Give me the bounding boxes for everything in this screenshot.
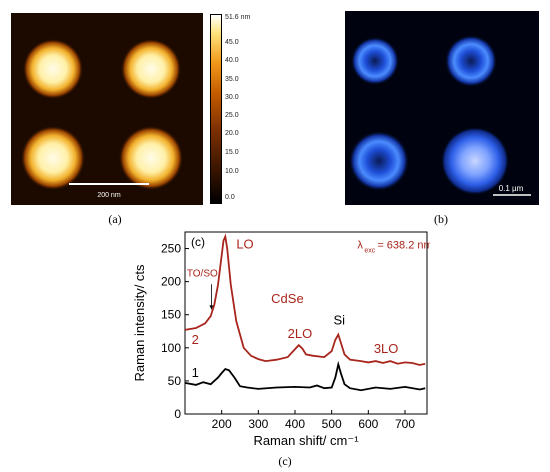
afm-colorbar [210, 14, 222, 204]
panel-a-label: (a) [108, 212, 122, 226]
y-axis-label: Raman intensity/ cts [132, 264, 147, 382]
colorbar-tick: 0.0 [225, 194, 235, 201]
curve-label-1: 1 [192, 365, 199, 380]
excitation-value: = 638.2 nm [377, 240, 430, 252]
x-tick-label: 600 [358, 417, 378, 431]
colorbar-tick: 30.0 [225, 94, 239, 101]
y-tick-label: 0 [174, 407, 181, 421]
quantum-dot-4 [119, 126, 183, 190]
y-tick-label: 200 [161, 275, 181, 289]
raman-dot-2 [445, 35, 497, 87]
colorbar-tick: 10.0 [225, 168, 239, 175]
quantum-dot-3 [21, 126, 85, 190]
series-line-1 [184, 360, 426, 392]
to-so-arrow-head [209, 305, 214, 310]
y-tick-label: 250 [161, 242, 181, 256]
colorbar-tick: 20.0 [225, 130, 239, 137]
peak-label-3lo: 3LO [374, 341, 399, 356]
colorbar-tick: 45.0 [225, 39, 239, 46]
plot-frame [184, 231, 428, 415]
x-tick-label: 200 [212, 417, 232, 431]
material-label-cdse: CdSe [271, 291, 304, 306]
colorbar-tick: 35.0 [225, 76, 239, 83]
y-tick-label: 50 [168, 374, 182, 388]
peak-label-2lo: 2LO [288, 326, 313, 341]
excitation-subscript: exc [364, 248, 375, 255]
quantum-dot-2 [121, 39, 181, 99]
colorbar-tick: 25.0 [225, 112, 239, 119]
x-tick-label: 300 [248, 417, 268, 431]
panel-b-label: (b) [434, 212, 448, 226]
excitation-lambda: λ [357, 240, 363, 252]
colorbar-tick: 40.0 [225, 57, 239, 64]
x-axis-label: Raman shift/ cm⁻¹ [253, 433, 359, 448]
x-tick-label: 500 [322, 417, 342, 431]
x-tick-label: 700 [395, 417, 415, 431]
peak-label-lo: LO [236, 237, 253, 252]
quantum-dot-1 [23, 39, 83, 99]
peak-label-si: Si [334, 313, 346, 328]
raman-spectra-chart: 200 300 400 500 600 700 0 50 100 150 200 250 Raman s… [132, 231, 430, 448]
raman-dot-1 [351, 37, 399, 85]
series-line-2 [184, 233, 426, 366]
raman-dot-3 [349, 131, 409, 191]
curve-label-2: 2 [192, 332, 199, 347]
afm-scalebar-label: 200 nm [97, 192, 121, 199]
afm-topography-image: 200 nm [11, 13, 203, 205]
raman-intensity-map: 0.1 µm [345, 11, 539, 205]
y-tick-label: 150 [161, 308, 181, 322]
colorbar-tick: 15.0 [225, 149, 239, 156]
raman-scalebar-label: 0.1 µm [499, 184, 524, 193]
y-tick-label: 100 [161, 341, 181, 355]
peak-label-to-so: TO/SO [187, 268, 218, 279]
x-tick-label: 400 [285, 417, 305, 431]
raman-dot-4 [441, 127, 509, 195]
panel-c-label: (c) [278, 454, 292, 468]
colorbar-max-label: 51.6 nm [225, 14, 251, 21]
chart-inset-label: (c) [191, 235, 205, 249]
